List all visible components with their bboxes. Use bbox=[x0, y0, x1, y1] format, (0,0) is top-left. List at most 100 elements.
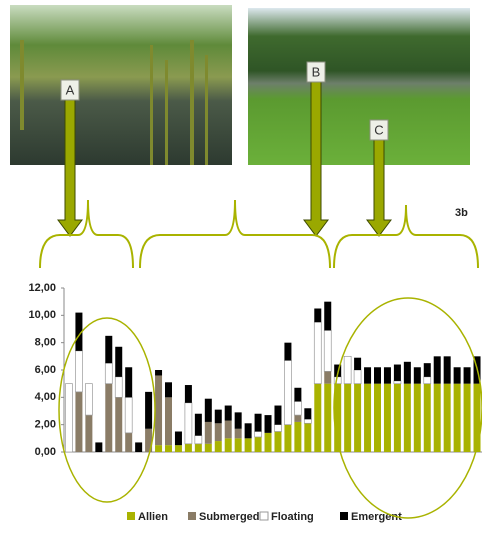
bar-segment bbox=[225, 406, 232, 421]
bar-segment bbox=[284, 343, 291, 361]
bar-segment bbox=[414, 367, 421, 383]
y-tick-label: 10,00 bbox=[28, 309, 56, 321]
bar-segment bbox=[255, 437, 262, 452]
bar-segment bbox=[205, 399, 212, 422]
bar-segment bbox=[225, 421, 232, 439]
bar-segment bbox=[135, 442, 142, 452]
bar-segment bbox=[374, 384, 381, 452]
bar-segment bbox=[274, 425, 281, 432]
bar-segment bbox=[394, 384, 401, 452]
photo-label: A bbox=[66, 82, 75, 97]
bar-segment bbox=[304, 408, 311, 419]
y-tick-label: 0,00 bbox=[35, 446, 56, 458]
photo-right bbox=[248, 8, 470, 165]
bar-segment bbox=[354, 358, 361, 370]
bar-segment bbox=[105, 336, 112, 363]
bar-segment bbox=[115, 347, 122, 377]
bar-segment bbox=[235, 412, 242, 428]
bar-segment bbox=[85, 384, 92, 415]
y-tick-label: 8,00 bbox=[35, 337, 56, 349]
bar-segment bbox=[414, 384, 421, 452]
bar-segment bbox=[464, 384, 471, 452]
bar-segment bbox=[394, 365, 401, 381]
bar-segment bbox=[65, 384, 72, 452]
bar-segment bbox=[245, 423, 252, 438]
bar-segment bbox=[255, 432, 262, 437]
bar-segment bbox=[424, 384, 431, 452]
bar-segment bbox=[294, 415, 301, 422]
photo-left bbox=[10, 5, 232, 165]
bar-segment bbox=[195, 444, 202, 452]
bar-segment bbox=[165, 382, 172, 397]
y-tick-label: 6,00 bbox=[35, 364, 56, 376]
bar-segment bbox=[304, 419, 311, 423]
bar-segment bbox=[354, 370, 361, 384]
bar-segment bbox=[185, 403, 192, 444]
bar-segment bbox=[274, 432, 281, 453]
bar-segment bbox=[195, 414, 202, 436]
bar-segment bbox=[424, 377, 431, 384]
photo-label: B bbox=[312, 64, 321, 79]
legend-label: Floating bbox=[271, 511, 314, 523]
bar-segment bbox=[294, 401, 301, 415]
bar-segment bbox=[444, 384, 451, 452]
bar-segment bbox=[444, 356, 451, 383]
bar-segment bbox=[235, 429, 242, 439]
bar-segment bbox=[434, 356, 441, 383]
bar-segment bbox=[145, 392, 152, 429]
bar-segment bbox=[314, 309, 321, 323]
bar-segment bbox=[404, 362, 411, 384]
legend-label: Submerged bbox=[199, 511, 260, 523]
y-tick-label: 4,00 bbox=[35, 391, 56, 403]
braces bbox=[40, 200, 478, 268]
bar-segment bbox=[155, 375, 162, 445]
bar-segment bbox=[314, 384, 321, 452]
bar-segment bbox=[265, 433, 272, 452]
bar-segment bbox=[125, 433, 132, 452]
bar-segment bbox=[464, 367, 471, 383]
bar-segment bbox=[344, 356, 351, 383]
bar-segment bbox=[364, 384, 371, 452]
bar-segment bbox=[105, 384, 112, 452]
bar-segment bbox=[324, 384, 331, 452]
bar-segment bbox=[75, 351, 82, 392]
bar-segment bbox=[284, 425, 291, 452]
bar-segment bbox=[424, 363, 431, 377]
bar-segment bbox=[155, 445, 162, 452]
bar-segment bbox=[75, 392, 82, 452]
bar-segment bbox=[304, 423, 311, 452]
y-tick-label: 12,00 bbox=[28, 282, 56, 294]
bar-segment bbox=[175, 432, 182, 446]
bar-segment bbox=[265, 415, 272, 433]
bar-segment bbox=[105, 363, 112, 384]
bar-segment bbox=[95, 442, 102, 452]
bar-segment bbox=[245, 438, 252, 452]
bar-segment bbox=[85, 415, 92, 452]
bar-segment bbox=[155, 370, 162, 375]
bar-segment bbox=[185, 444, 192, 452]
bar-segment bbox=[344, 384, 351, 452]
bar-segment bbox=[374, 367, 381, 383]
bar-segment bbox=[115, 377, 122, 398]
bar-segment bbox=[284, 360, 291, 424]
bar-segment bbox=[115, 397, 122, 452]
bar-segment bbox=[454, 384, 461, 452]
bar-segment bbox=[205, 444, 212, 452]
bar-segment bbox=[454, 367, 461, 383]
bar-segment bbox=[394, 381, 401, 384]
bar-segment bbox=[324, 371, 331, 383]
bar-segment bbox=[314, 322, 321, 384]
bar-segment bbox=[185, 385, 192, 403]
bar-segment bbox=[474, 384, 481, 452]
bar-segment bbox=[384, 384, 391, 452]
bar-segment bbox=[294, 388, 301, 402]
bar-segment bbox=[215, 423, 222, 441]
legend-swatch bbox=[260, 512, 268, 520]
figure: A B C 3b 0,002,004,006,008,0010,0012,00A… bbox=[0, 0, 482, 528]
bar-segment bbox=[165, 445, 172, 452]
bar-segment bbox=[215, 410, 222, 424]
legend-label: Allien bbox=[138, 511, 168, 523]
photo-label: C bbox=[374, 122, 383, 137]
bar-segment bbox=[125, 397, 132, 433]
